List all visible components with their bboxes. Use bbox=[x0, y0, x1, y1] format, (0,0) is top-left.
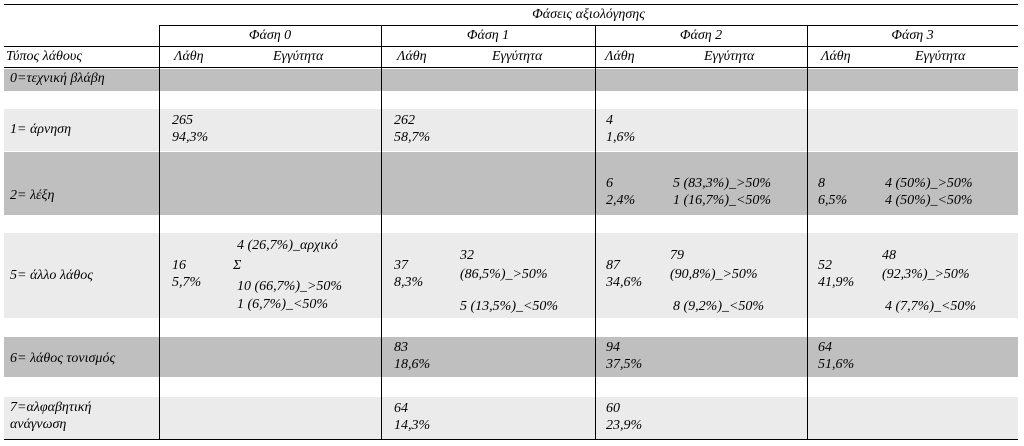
row-label-2: 2= λέξη bbox=[10, 188, 55, 203]
r7-p2-errors: 60 23,9% bbox=[606, 401, 643, 433]
table-bottom-rule bbox=[4, 439, 1018, 440]
r5-p3-rel-line3: 4 (7,7%)_<50% bbox=[885, 299, 977, 314]
r2-p2-rel: 5 (83,3%)_>50% 1 (16,7%)_<50% bbox=[673, 176, 772, 208]
row-band-2 bbox=[4, 152, 1018, 215]
r1-p2-errors: 4 1,6% bbox=[606, 113, 636, 145]
row-band-5 bbox=[4, 233, 1018, 318]
phase-2-title: Φάση 2 bbox=[679, 28, 723, 43]
p1-rel-header: Εγγύτητα bbox=[492, 49, 543, 64]
r6-p3-errors: 64 51,6% bbox=[818, 340, 855, 372]
r1-p0-errors: 265 94,3% bbox=[172, 113, 209, 145]
r5-p3-rel-line1: 48 bbox=[882, 248, 896, 263]
r5-p1-rel-line2: (86,5%)_>50% bbox=[460, 267, 548, 282]
r6-p2-errors: 94 37,5% bbox=[606, 340, 643, 372]
p3-rel-header: Εγγύτητα bbox=[915, 49, 966, 64]
r1-p1-errors: 262 58,7% bbox=[394, 113, 431, 145]
row-band-0 bbox=[4, 69, 1018, 91]
r6-p1-errors: 83 18,6% bbox=[394, 340, 431, 372]
row-band-1 bbox=[4, 109, 1018, 151]
r2-p3-rel: 4 (50%)_>50% 4 (50%)_<50% bbox=[885, 176, 973, 208]
p2-errors-header: Λάθη bbox=[605, 49, 635, 64]
error-type-table: Φάσεις αξιολόγησης Φάση 0 Φάση 1 Φάση 2 … bbox=[4, 4, 1018, 440]
table-top-rule bbox=[4, 4, 1018, 5]
row-band-7 bbox=[4, 397, 1018, 439]
group-rule bbox=[159, 25, 1018, 26]
col-divider-p1 bbox=[595, 25, 596, 440]
r5-p0-rel-line1: 4 (26,7%)_αρχικό bbox=[237, 238, 338, 253]
col-divider-p0 bbox=[381, 25, 382, 440]
p3-errors-header: Λάθη bbox=[821, 49, 851, 64]
phase-1-title: Φάση 1 bbox=[466, 28, 510, 43]
r7-p1-errors: 64 14,3% bbox=[394, 401, 431, 433]
r5-p0-errors: 16 5,7% bbox=[172, 258, 202, 290]
r2-p2-errors: 6 2,4% bbox=[606, 176, 636, 208]
group-title: Φάσεις αξιολόγησης bbox=[532, 7, 645, 22]
r5-p1-errors: 37 8,3% bbox=[394, 258, 424, 290]
row-label-header: Τύπος λάθους bbox=[6, 49, 83, 64]
p0-errors-header: Λάθη bbox=[174, 49, 204, 64]
r5-p2-rel-line3: 8 (9,2%)_<50% bbox=[673, 299, 765, 314]
row-label-5: 5= άλλο λάθος bbox=[10, 268, 93, 283]
phase-3-title: Φάση 3 bbox=[891, 28, 934, 43]
col-divider-p2 bbox=[807, 25, 808, 440]
p1-errors-header: Λάθη bbox=[397, 49, 427, 64]
r5-p1-rel-line3: 5 (13,5%)_<50% bbox=[460, 299, 559, 314]
row-label-7: 7=αλφαβητική ανάγνωση bbox=[10, 400, 92, 432]
row-label-6: 6= λάθος τονισμός bbox=[10, 351, 116, 366]
r5-p0-rel-line2: Σ bbox=[233, 258, 242, 273]
header-bottom-rule bbox=[4, 67, 1018, 68]
p0-rel-header: Εγγύτητα bbox=[273, 49, 324, 64]
r5-p3-errors: 52 41,9% bbox=[818, 258, 855, 290]
col-divider-label bbox=[159, 25, 160, 440]
phase-0-title: Φάση 0 bbox=[248, 28, 292, 43]
r5-p2-errors: 87 34,6% bbox=[606, 258, 643, 290]
r5-p0-rel-line3: 10 (66,7%)_>50% bbox=[237, 279, 343, 294]
phase-rule bbox=[4, 46, 1018, 47]
row-label-0: 0=τεχνική βλάβη bbox=[10, 71, 105, 86]
p2-rel-header: Εγγύτητα bbox=[704, 49, 755, 64]
r5-p2-rel-line1: 79 bbox=[670, 248, 684, 263]
r5-p1-rel-line1: 32 bbox=[460, 248, 474, 263]
row-band-6 bbox=[4, 337, 1018, 377]
r5-p3-rel-line2: (92,3%)_>50% bbox=[882, 267, 970, 282]
r5-p0-rel-line4: 1 (6,7%)_<50% bbox=[237, 297, 329, 312]
r2-p3-errors: 8 6,5% bbox=[818, 176, 848, 208]
row-label-1: 1= άρνηση bbox=[10, 122, 72, 137]
r5-p2-rel-line2: (90,8%)_>50% bbox=[670, 267, 758, 282]
